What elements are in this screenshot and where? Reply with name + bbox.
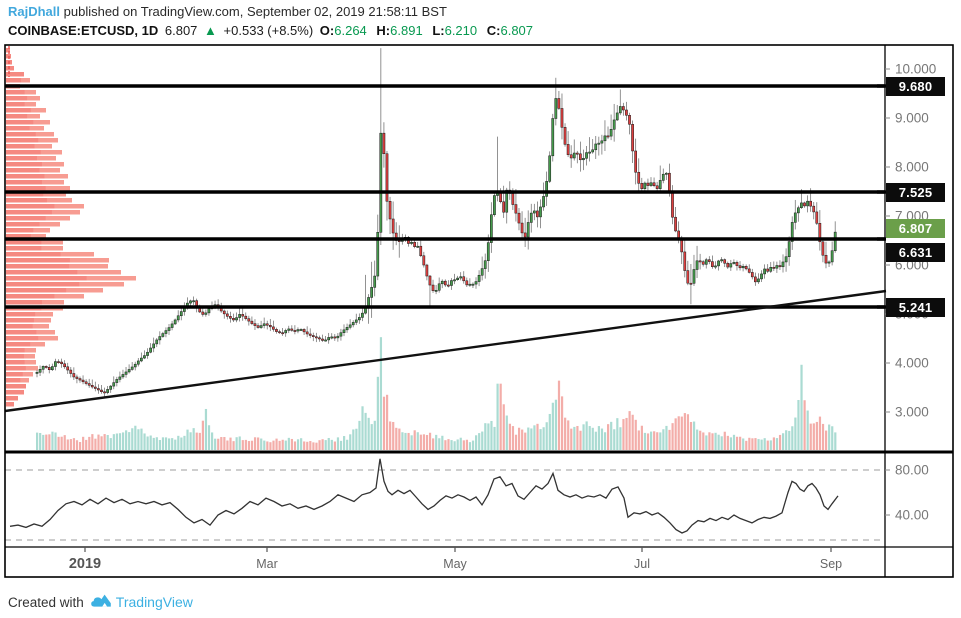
price-label-current-6807: 6.807 <box>886 218 945 238</box>
svg-text:May: May <box>443 557 467 571</box>
svg-text:Mar: Mar <box>256 557 278 571</box>
last-price: 6.807 <box>164 23 198 38</box>
created-with-text: Created with <box>8 594 84 610</box>
svg-text:80.00: 80.00 <box>895 463 929 478</box>
open-value: 6.264 <box>334 23 367 38</box>
high-value: 6.891 <box>390 23 423 38</box>
price-label-6631: 6.631 <box>886 242 945 262</box>
svg-text:40.00: 40.00 <box>895 508 929 523</box>
footer: Created with TradingView <box>8 593 193 611</box>
price-label-9680: 9.680 <box>886 76 945 96</box>
svg-text:2019: 2019 <box>69 556 101 572</box>
symbol-quote-line: COINBASE:ETCUSD, 1D 6.807 ▲ +0.533 (+8.5… <box>8 23 539 38</box>
close-value: 6.807 <box>500 23 534 38</box>
price-label-5241: 5.241 <box>886 297 945 317</box>
high-label: H: <box>376 23 391 38</box>
low-label: L: <box>432 23 445 38</box>
svg-text:9.000: 9.000 <box>895 111 929 126</box>
svg-text:8.000: 8.000 <box>895 160 929 175</box>
publish-text: published on TradingView.com, September … <box>60 4 447 19</box>
open-label: O: <box>319 23 335 38</box>
publish-line: RajDhall published on TradingView.com, S… <box>8 4 447 19</box>
tradingview-brand-text[interactable]: TradingView <box>115 594 193 610</box>
svg-text:10.000: 10.000 <box>895 62 936 77</box>
close-label: C: <box>486 23 501 38</box>
tradingview-logo-icon[interactable] <box>90 593 112 611</box>
price-change: +0.533 (+8.5%) <box>223 23 314 38</box>
svg-text:4.000: 4.000 <box>895 356 929 371</box>
svg-text:Sep: Sep <box>820 557 842 571</box>
svg-text:Jul: Jul <box>634 557 650 571</box>
symbol-name: COINBASE:ETCUSD, 1D <box>8 23 159 38</box>
author-name: RajDhall <box>8 4 61 19</box>
svg-text:3.000: 3.000 <box>895 405 929 420</box>
up-triangle-icon: ▲ <box>204 23 217 38</box>
price-label-7525: 7.525 <box>886 182 945 202</box>
low-value: 6.210 <box>444 23 478 38</box>
